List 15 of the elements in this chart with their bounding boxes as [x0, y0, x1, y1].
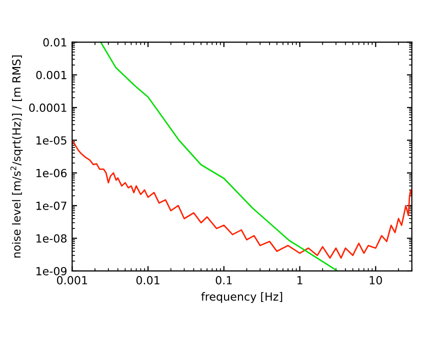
y-tick-label: 1e-08 [36, 234, 67, 243]
y-tick-label: 1e-06 [36, 168, 67, 178]
y-tick-label: 1e-09 [36, 266, 67, 276]
x-axis-title: frequency [Hz] [201, 292, 282, 303]
x-tick-label: 0.1 [216, 276, 232, 284]
x-tick-label: 0.01 [136, 276, 160, 284]
y-tick-label: 1e-07 [36, 202, 66, 210]
y-axis-title: noise level [m/s$^{2}$/sqrt(Hz)] / [m RMS] [10, 56, 23, 258]
y-tick-label: 1e-05 [36, 136, 66, 145]
y-tick-label: 0.001 [36, 70, 66, 80]
y-tick-label: 0.0001 [29, 104, 66, 112]
x-tick-label: 1 [297, 276, 302, 284]
y-tick-label: 0.01 [43, 38, 66, 47]
x-tick-label: 0.001 [56, 276, 88, 284]
x-tick-label: 10 [370, 276, 382, 284]
